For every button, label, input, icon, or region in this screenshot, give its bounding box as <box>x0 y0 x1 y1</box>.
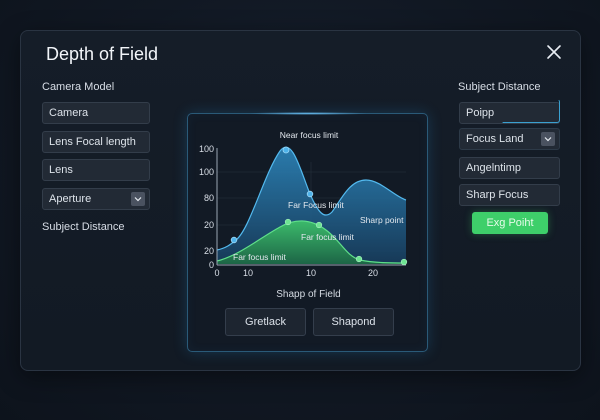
gretlack-button[interactable]: Gretlack <box>225 308 306 336</box>
y-tick: 0 <box>209 260 214 270</box>
aperture-select[interactable]: Aperture <box>42 188 150 210</box>
dof-chart-panel: 100 100 80 20 20 0 0 10 10 20 Near focus… <box>187 112 428 352</box>
camera-model-label: Camera Model <box>42 81 115 93</box>
subject-distance-label-left: Subject Distance <box>42 221 125 233</box>
subject-distance-label-right: Subject Distance <box>458 81 541 93</box>
poipp-field[interactable]: Poipp <box>459 102 560 124</box>
sharp-focus-field[interactable]: Sharp Focus <box>459 184 560 206</box>
x-tick: 10 <box>243 268 253 278</box>
dof-chart: 100 100 80 20 20 0 0 10 10 20 Near focus… <box>199 130 408 278</box>
exg-point-button[interactable]: Exg Poiht <box>472 212 548 234</box>
depth-of-field-dialog: Depth of Field Camera Model Camera Lens … <box>20 30 581 371</box>
lens-focal-length-field[interactable]: Lens Focal length <box>42 131 150 153</box>
aperture-select-value: Aperture <box>49 193 92 205</box>
annotation-near-focus-limit: Near focus limit <box>280 130 339 140</box>
focus-land-select[interactable]: Focus Land <box>459 128 560 150</box>
y-tick: 100 <box>199 167 214 177</box>
x-tick: 10 <box>306 268 316 278</box>
annotation-sharp-point: Sharp point <box>360 215 404 225</box>
angelntimp-field[interactable]: Angelntimp <box>459 157 560 179</box>
close-icon[interactable] <box>545 43 563 61</box>
shapond-button[interactable]: Shapond <box>313 308 394 336</box>
dialog-title: Depth of Field <box>46 44 159 64</box>
y-tick: 20 <box>204 220 214 230</box>
focus-land-select-value: Focus Land <box>466 133 524 145</box>
chevron-down-icon[interactable] <box>131 192 145 206</box>
chevron-down-icon[interactable] <box>541 132 555 146</box>
x-tick: 20 <box>368 268 378 278</box>
x-axis-title: Shapp of Field <box>276 289 341 300</box>
annotation-far-focus-limit-2: Far focus limit <box>301 232 355 242</box>
x-tick: 0 <box>214 268 219 278</box>
y-tick: 80 <box>204 193 214 203</box>
camera-field[interactable]: Camera <box>42 102 150 124</box>
y-tick: 20 <box>204 246 214 256</box>
lens-field[interactable]: Lens <box>42 159 150 181</box>
annotation-far-focus-limit-3: Far focus limit <box>233 252 287 262</box>
annotation-far-focus-limit: Far Focus limit <box>288 200 344 210</box>
y-tick: 100 <box>199 144 214 154</box>
